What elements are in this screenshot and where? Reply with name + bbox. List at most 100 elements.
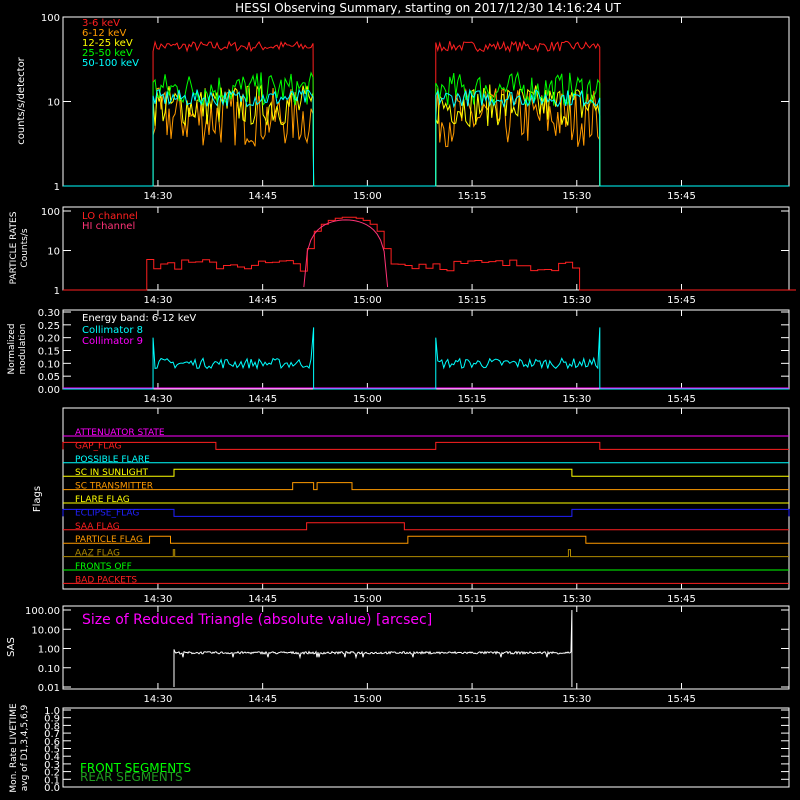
flag-line <box>63 468 789 477</box>
legend-entry: FRONT SEGMENTS <box>80 761 191 775</box>
y-tick-label: 0.8 <box>44 721 60 732</box>
series-sas <box>173 609 573 687</box>
x-tick-label: 15:00 <box>353 191 382 202</box>
legend-title: Energy band: 6-12 keV <box>82 313 196 324</box>
series-line-0 <box>63 40 789 187</box>
y-tick-label: 0.25 <box>38 321 60 332</box>
flag-line <box>63 482 789 491</box>
y-tick-label: 0.0 <box>44 783 60 794</box>
y-tick-label: 1 <box>54 286 60 297</box>
figure-title: HESSI Observing Summary, starting on 201… <box>235 1 621 15</box>
y-tick-label: 0.10 <box>38 664 60 675</box>
y-ticks: 1.00.90.80.70.60.50.40.30.20.10.0 <box>44 706 789 794</box>
x-tick-label: 15:30 <box>562 191 591 202</box>
panel-frame <box>62 707 790 788</box>
y-tick-label: 0.1 <box>44 775 60 786</box>
x-tick-label: 15:45 <box>667 191 696 202</box>
x-tick-label: 14:30 <box>144 594 173 605</box>
legend-entry: 6-12 keV <box>82 28 126 39</box>
x-tick-label: 14:45 <box>248 191 277 202</box>
x-tick-label: 14:30 <box>144 295 173 306</box>
flag-label: AAZ FLAG <box>75 549 120 559</box>
x-tick-label: 15:30 <box>562 394 591 405</box>
x-tick-label: 14:45 <box>248 295 277 306</box>
y-tick-label: 0.9 <box>44 714 60 725</box>
legend-entry: Collimator 8 <box>82 325 143 336</box>
flag-label: SC TRANSMITTER <box>75 482 153 492</box>
flag-line <box>62 441 789 450</box>
series-group <box>173 609 573 687</box>
flag-label: FRONTS OFF <box>75 562 132 572</box>
panel-flags: Flags 14:30 14:45 15:00 15:15 15:30 15:45 ATT… <box>32 407 790 605</box>
x-tick-label: 15:30 <box>562 594 591 605</box>
series-group <box>63 40 789 187</box>
x-ticks: 14:30 14:45 15:00 15:15 15:30 15:45 <box>144 17 696 202</box>
legend-entry: 25-50 keV <box>82 48 133 59</box>
series-line-2 <box>63 84 789 187</box>
y-tick-label: 0.10 <box>38 359 60 370</box>
ylabel-flags: Flags <box>32 486 43 512</box>
y-tick-label: 100.00 <box>25 606 60 617</box>
panel-frame <box>62 407 790 590</box>
x-tick-label: 14:45 <box>248 694 277 705</box>
series-line-4 <box>63 88 789 187</box>
x-tick-label: 15:45 <box>667 394 696 405</box>
y-tick-label: 0.2 <box>44 768 60 779</box>
legend-entry: 50-100 keV <box>82 58 139 69</box>
x-tick-label: 14:30 <box>144 394 173 405</box>
x-tick-label: 15:15 <box>458 594 487 605</box>
panel-frame <box>62 206 790 291</box>
y-tick-label: 1.0 <box>44 706 60 717</box>
y-tick-label: 0.7 <box>44 729 60 740</box>
panel-frame <box>62 605 790 690</box>
flag-label: PARTICLE FLAG <box>75 535 143 545</box>
flag-line <box>62 508 790 517</box>
y-tick-label: 1.00 <box>38 645 60 656</box>
x-tick-label: 15:30 <box>562 694 591 705</box>
panel-count-rates: counts/s/detector 100 10 1 14:30 14:45 15:00… <box>16 13 790 202</box>
y-tick-label: 0.00 <box>38 385 60 396</box>
series-lo <box>63 216 796 291</box>
flag-label: ATTENUATOR STATE <box>75 428 165 438</box>
y-tick-label: 0.4 <box>44 752 60 763</box>
x-tick-label: 15:15 <box>458 694 487 705</box>
series-group <box>63 216 796 291</box>
sas-title: Size of Reduced Triangle (absolute value… <box>82 612 432 628</box>
x-ticks: 14:30 14:45 15:00 15:15 15:30 15:45 <box>144 606 696 705</box>
flag-label: SC IN SUNLIGHT <box>75 468 149 478</box>
x-tick-label: 15:45 <box>667 694 696 705</box>
ylabel-mod-1: Normalized <box>7 323 17 374</box>
panel-livetime: Mon. Rate LIVETIME avg of D1,3,4,5,6,9 1… <box>9 703 790 794</box>
x-tick-label: 15:45 <box>667 594 696 605</box>
legend-entry: HI channel <box>82 221 135 232</box>
flag-line <box>63 549 789 558</box>
legend-entry: LO channel <box>82 211 138 222</box>
x-ticks: 14:30 14:45 15:00 15:15 15:30 15:45 <box>144 408 696 605</box>
flag-label: ECLIPSE_FLAG <box>75 508 139 518</box>
ylabel-particle-2: Counts/s <box>20 228 30 267</box>
x-tick-label: 14:30 <box>144 191 173 202</box>
flag-label: GAP_FLAG <box>75 441 121 451</box>
ylabel-mod-2: modulation <box>18 324 28 375</box>
ylabel-live-2: avg of D1,3,4,5,6,9 <box>20 704 30 791</box>
legend-entry: REAR SEGMENTS <box>80 770 183 784</box>
y-tick-label: 100 <box>41 207 60 218</box>
ylabel-particle-1: PARTICLE RATES <box>9 211 19 284</box>
x-tick-label: 14:45 <box>248 594 277 605</box>
legend-entry: 3-6 keV <box>82 18 120 29</box>
series-collimator8 <box>63 327 789 390</box>
y-ticks: 100 10 1 <box>41 207 789 297</box>
panel-sas: SAS Size of Reduced Triangle (absolute v… <box>6 605 790 705</box>
x-tick-label: 15:15 <box>458 191 487 202</box>
y-tick-label: 0.20 <box>38 334 60 345</box>
flag-label: FLARE FLAG <box>75 495 130 505</box>
series-hi <box>303 219 389 288</box>
y-tick-label: 0.6 <box>44 737 60 748</box>
y-tick-label: 0.15 <box>38 347 60 358</box>
x-tick-label: 15:45 <box>667 295 696 306</box>
x-tick-label: 14:45 <box>248 394 277 405</box>
legend-entry: 12-25 keV <box>82 38 133 49</box>
